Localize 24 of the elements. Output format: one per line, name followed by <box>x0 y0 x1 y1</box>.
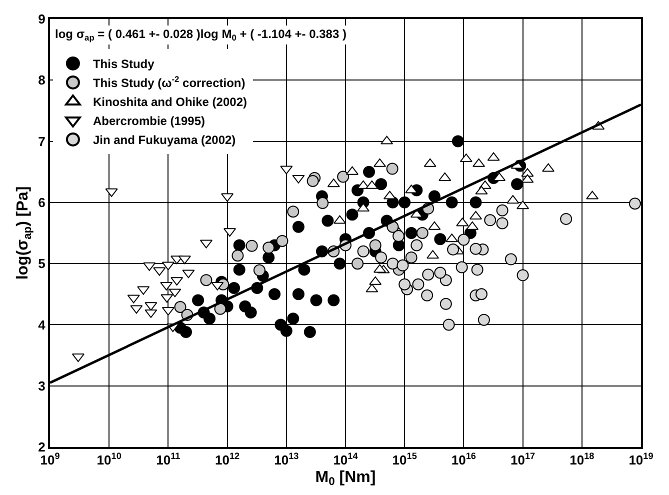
x-tick-label: 10$^{18}$ <box>570 451 594 468</box>
x-tick-label: 10$^{12}$ <box>215 451 240 468</box>
x-tick-label: 10$^{19}$ <box>628 451 654 468</box>
legend-label: Kinoshita and Ohike (2002) <box>92 95 247 110</box>
x-tick-label: 10$^{15}$ <box>392 451 417 468</box>
x-axis-title: M$_{0}$ [Nm] <box>315 468 376 488</box>
y-tick-label: 8 <box>38 72 46 88</box>
annotation: log σ$_{ap}$ = ( 0.461 +- 0.028 )log M$_{0}$ + ( -1.104 +- 0.383 ) <box>55 27 346 43</box>
legend-label: Abercrombie (1995) <box>92 114 205 128</box>
x-tick-label: 10$^{14}$ <box>333 451 359 468</box>
x-tick-label: 10$^{10}$ <box>96 451 122 468</box>
x-tick-label: 10$^{17}$ <box>510 451 536 468</box>
y-tick-label: 6 <box>38 194 46 210</box>
y-tick-label: 3 <box>38 378 46 394</box>
y-tick-label: 9 <box>38 12 46 27</box>
legend-label: Jin and Fukuyama (2002) <box>92 133 236 148</box>
x-tick-label: 10$^{16}$ <box>451 451 476 468</box>
legend-label: This Study (ω$^{-2}$ correction) <box>92 74 246 90</box>
x-tick-label: 10$^{13}$ <box>274 451 299 468</box>
y-tick-label: 5 <box>38 256 46 272</box>
legend-label: This Study <box>92 57 155 72</box>
y-tick-label: 7 <box>38 134 46 149</box>
x-tick-label: 10$^{11}$ <box>156 451 180 468</box>
y-tick-label: 4 <box>38 317 46 332</box>
